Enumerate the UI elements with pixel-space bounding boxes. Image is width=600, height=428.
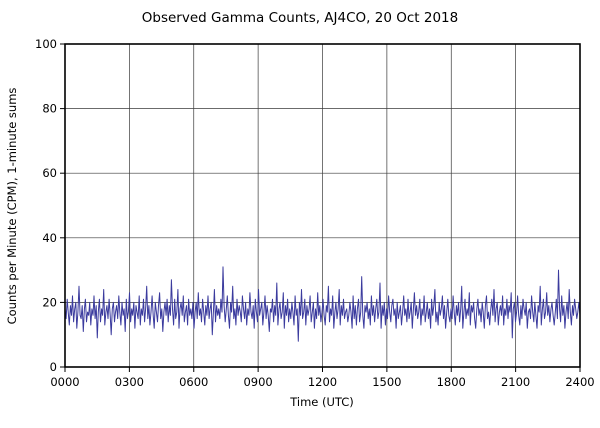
- x-axis-label: Time (UTC): [289, 395, 354, 409]
- x-tick-label: 1800: [437, 375, 466, 389]
- x-tick-label: 0000: [50, 375, 79, 389]
- grid-lines: [64, 43, 581, 368]
- gamma-series-line: [64, 266, 581, 342]
- chart-title: Observed Gamma Counts, AJ4CO, 20 Oct 201…: [142, 10, 458, 26]
- axis-tick-marks: [60, 43, 581, 372]
- y-tick-labels: 0 20 40 60 80 100: [35, 37, 57, 374]
- x-tick-label: 2400: [565, 375, 594, 389]
- x-tick-label: 1200: [308, 375, 337, 389]
- x-tick-label: 0300: [115, 375, 144, 389]
- y-tick-label: 0: [50, 360, 57, 374]
- y-axis-label: Counts per Minute (CPM), 1-minute sums: [5, 88, 19, 325]
- plot-border: [64, 43, 581, 368]
- x-tick-label: 0600: [179, 375, 208, 389]
- y-tick-label: 100: [35, 37, 57, 51]
- y-tick-label: 20: [42, 295, 57, 309]
- x-tick-labels: 0000 0300 0600 0900 1200 1500 1800 2100 2400: [50, 375, 594, 389]
- y-tick-label: 80: [42, 102, 57, 116]
- x-tick-label: 0900: [243, 375, 272, 389]
- y-tick-label: 60: [42, 166, 57, 180]
- x-tick-label: 2100: [501, 375, 530, 389]
- x-tick-label: 1500: [372, 375, 401, 389]
- y-tick-label: 40: [42, 231, 57, 245]
